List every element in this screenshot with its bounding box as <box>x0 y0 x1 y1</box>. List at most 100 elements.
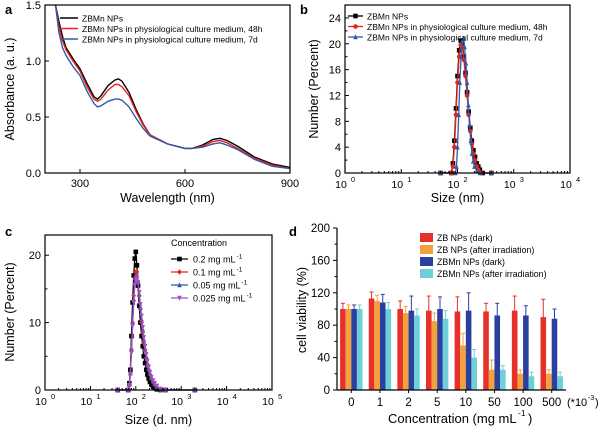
data-point <box>140 325 146 331</box>
y-tick-label: 1.0 <box>26 56 41 68</box>
y-tick-label: 0.0 <box>26 168 41 180</box>
data-point <box>129 350 134 356</box>
plot-a-frame <box>44 4 291 174</box>
bar <box>460 345 466 390</box>
data-point <box>472 163 477 169</box>
bar <box>557 376 563 390</box>
legend-marker <box>177 295 182 301</box>
data-point <box>458 53 464 59</box>
x-tick-label: 10 <box>217 396 229 408</box>
legend-label: ZBMn NPs in physiological culture medium… <box>367 22 548 32</box>
data-point <box>464 93 470 98</box>
legend-label: ZBMn NPs in physiological culture medium… <box>367 33 543 43</box>
legend-label: 0.2 mg mL <box>193 255 236 265</box>
y-axis-label: Number (Percent) <box>3 262 17 361</box>
bar <box>551 318 558 390</box>
y-tick-label: 0 <box>324 385 330 397</box>
series-line-1 <box>54 4 291 170</box>
x-axis-label: Concentration (mg mL <box>388 411 517 426</box>
data-point <box>138 302 143 308</box>
plot-c-frame <box>44 234 273 391</box>
data-point <box>474 161 479 166</box>
bar <box>523 315 529 390</box>
legend-marker <box>353 34 358 40</box>
y-axis-label: Absorbance (a. u.) <box>3 38 17 141</box>
data-point <box>136 289 142 296</box>
x-tick-label: 10 <box>35 396 47 408</box>
y-tick-label: 80 <box>317 320 330 332</box>
x-unit-label: (*10 <box>567 397 587 409</box>
x-tick-label: 2 <box>405 397 411 409</box>
data-point <box>457 79 463 85</box>
data-point <box>143 351 149 358</box>
y-tick-label: 0.5 <box>26 112 41 124</box>
legend-swatch <box>420 245 433 254</box>
x-tick-label: 10 <box>262 396 274 408</box>
data-point <box>467 121 472 127</box>
x-axis-label: Size (d. nm) <box>125 413 192 427</box>
bar <box>402 313 409 390</box>
data-point <box>458 38 464 43</box>
series-line-2 <box>54 4 291 170</box>
legend-label: ZBMn NPs in physiological culture medium… <box>82 35 258 45</box>
data-point <box>158 386 163 392</box>
panel-d-cell-viability-chart: 0 1 2 5 10 50 100 500 0 40 80 120 160 200 (*10 -3) Conce… <box>295 223 599 426</box>
x-tick-label: 10 <box>171 396 183 408</box>
legend-label: ZBMn NPs (dark) <box>437 257 505 267</box>
x-tick-label: 10 <box>448 179 460 191</box>
bar <box>414 315 420 390</box>
x-tick-label: 1 <box>377 397 383 409</box>
data-point <box>152 380 157 387</box>
data-point <box>127 382 132 389</box>
y-tick-label: 40 <box>317 353 330 365</box>
x-tick-label: 900 <box>281 178 299 190</box>
data-point <box>452 144 457 150</box>
panel-label-d: d <box>289 224 297 239</box>
x-tick-exponent: 0 <box>351 175 355 184</box>
x-tick-exponent: 1 <box>96 392 100 401</box>
bar <box>397 309 403 390</box>
x-tick-exponent: 5 <box>278 392 282 401</box>
y-tick-label: 0 <box>335 168 341 180</box>
panel-label-a: a <box>5 2 13 17</box>
y-tick-label: 20 <box>329 39 341 51</box>
panel-label-b: b <box>300 2 308 17</box>
bar <box>471 357 478 390</box>
legend-label-superscript: -1 <box>242 280 248 287</box>
data-point <box>456 112 461 118</box>
x-tick-label: 500 <box>542 397 561 409</box>
bar <box>540 317 547 390</box>
bar <box>483 311 489 390</box>
legend-swatch <box>420 269 433 278</box>
bar <box>385 309 392 390</box>
bar <box>431 321 438 390</box>
data-point <box>130 323 135 329</box>
data-point <box>133 249 139 255</box>
data-point <box>146 376 151 381</box>
legend-swatch <box>420 257 433 266</box>
data-point <box>131 300 137 306</box>
bar <box>442 318 449 390</box>
y-axis-label: Number (Percent) <box>307 39 321 138</box>
data-point <box>131 273 137 278</box>
x-tick-exponent: 4 <box>576 175 580 184</box>
data-point <box>139 313 144 319</box>
data-point <box>145 372 150 377</box>
bar <box>500 369 506 390</box>
x-tick-label: 0 <box>348 397 354 409</box>
x-axis-label: Size (nm) <box>431 191 484 205</box>
data-point <box>455 144 460 150</box>
data-point <box>150 378 156 384</box>
series-line-0 <box>54 4 291 169</box>
data-point <box>146 364 151 370</box>
x-tick-exponent: 3 <box>520 175 524 184</box>
data-point <box>134 274 140 280</box>
data-point <box>142 360 148 366</box>
x-tick-label: 10 <box>126 396 138 408</box>
legend-label: ZBMn NPs in physiological culture medium… <box>82 24 263 34</box>
data-point <box>454 163 459 169</box>
data-point <box>456 47 462 53</box>
x-tick-exponent: 2 <box>464 175 468 184</box>
y-tick-label: 16 <box>329 65 341 77</box>
